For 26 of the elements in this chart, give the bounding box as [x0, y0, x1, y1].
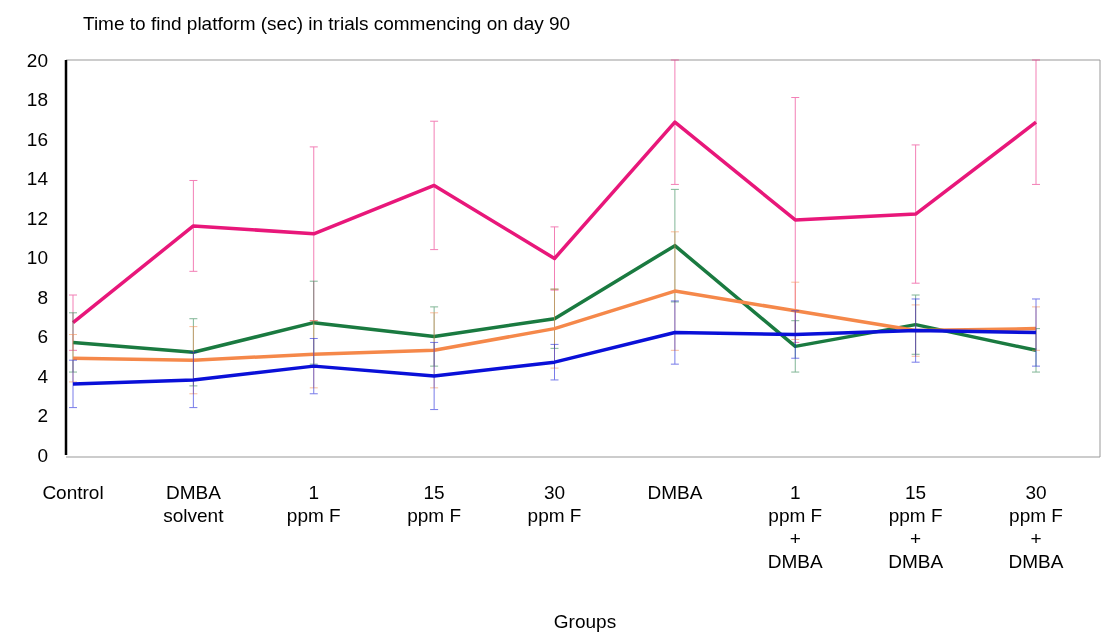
- x-tick-label: 1 ppm F: [286, 482, 341, 526]
- line-series: [71, 328, 1038, 386]
- chart-title: Time to find platform (sec) in trials commencing on day 90: [83, 13, 571, 34]
- x-tick-label: DMBA: [647, 482, 703, 503]
- y-tick-label: 12: [26, 207, 48, 229]
- y-tick-label: 14: [26, 168, 49, 190]
- y-tick-label: 8: [37, 286, 48, 308]
- x-tick-label: 30 ppm F + DMBA: [1008, 482, 1064, 572]
- line-series: [71, 120, 1038, 325]
- x-axis-title: Groups: [553, 611, 617, 632]
- x-tick-label: 15 ppm F + DMBA: [888, 482, 944, 572]
- y-tick-label: 20: [26, 49, 48, 71]
- y-tick-label: 6: [37, 326, 48, 348]
- y-tick-label: 4: [37, 365, 49, 387]
- x-tick-label: Control: [42, 482, 104, 503]
- y-tick-label: 0: [37, 444, 48, 466]
- x-tick-label: 30 ppm F: [527, 482, 582, 526]
- x-tick-label: 1 ppm F + DMBA: [767, 482, 824, 572]
- y-tick-label: 16: [26, 128, 48, 150]
- line-series: [71, 243, 1038, 355]
- y-tick-label: 18: [26, 89, 48, 111]
- y-tick-label: 10: [26, 247, 48, 269]
- x-tick-label: DMBA solvent: [163, 482, 225, 526]
- line-series: [71, 289, 1038, 362]
- x-tick-label: 15 ppm F: [407, 482, 462, 526]
- y-tick-label: 2: [37, 405, 48, 427]
